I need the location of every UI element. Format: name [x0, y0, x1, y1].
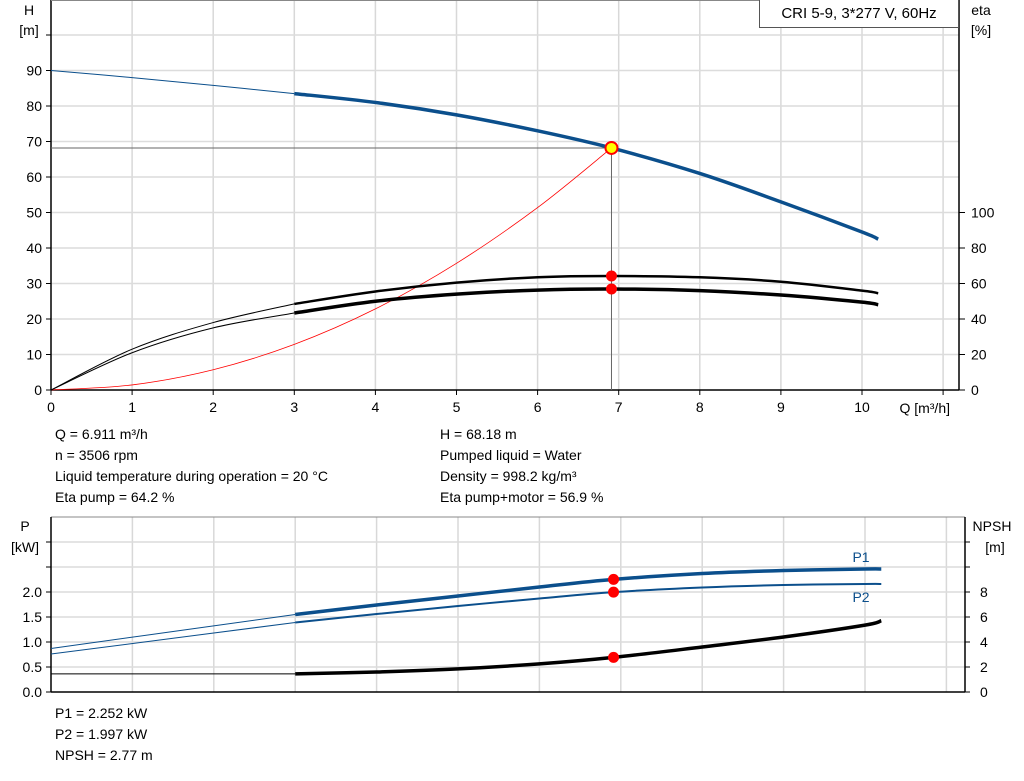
y-tick-label: 70: [26, 134, 42, 150]
y-right-tick-label: 0: [971, 382, 979, 398]
y-axis-title: P: [20, 518, 29, 534]
x-tick-label: 1: [128, 399, 136, 415]
info-eta-pump: Eta pump = 64.2 %: [55, 489, 175, 505]
info-npsh: NPSH = 2.77 m: [55, 747, 153, 763]
x-axis-title: Q [m³/h]: [899, 400, 950, 416]
p1-duty-point: [608, 573, 620, 585]
info-p2: P2 = 1.997 kW: [55, 726, 148, 742]
eta-pump-duty-point: [605, 270, 617, 282]
y-right-tick-label: 6: [980, 609, 988, 625]
y-tick-label: 20: [26, 311, 42, 327]
y-tick-label: 40: [26, 240, 42, 256]
y-tick-label: 30: [26, 276, 42, 292]
info-eta-pump-motor: Eta pump+motor = 56.9 %: [440, 489, 604, 505]
system-curve: [50, 147, 612, 391]
y-axis-unit: [m]: [19, 22, 38, 38]
y-right-axis-unit: [%]: [971, 22, 991, 38]
y-tick-label: 1.5: [23, 609, 43, 625]
npsh-duty-point: [608, 651, 620, 663]
info-head: H = 68.18 m: [440, 426, 517, 442]
p1-curve-extrapolated: [50, 614, 296, 649]
x-tick-label: 5: [453, 399, 461, 415]
y-tick-label: 0.5: [23, 659, 43, 675]
y-right-tick-label: 60: [971, 276, 987, 292]
info-flow: Q = 6.911 m³/h: [55, 426, 148, 442]
y-right-axis-unit: [m]: [985, 539, 1004, 555]
y-tick-label: 2.0: [23, 584, 43, 600]
x-tick-label: 10: [854, 399, 870, 415]
p2-legend-label: P2: [852, 589, 869, 605]
y-tick-label: 1.0: [23, 634, 43, 650]
y-tick-label: 60: [26, 169, 42, 185]
x-tick-label: 0: [47, 399, 55, 415]
x-tick-label: 8: [696, 399, 704, 415]
eta-pump-motor-curve: [294, 287, 879, 315]
head-curve: [294, 91, 879, 241]
y-tick-label: 0: [34, 382, 42, 398]
y-right-tick-label: 8: [980, 584, 988, 600]
y-right-tick-label: 0: [980, 684, 988, 700]
info-density: Density = 998.2 kg/m³: [440, 468, 577, 484]
head-duty-point: [604, 140, 619, 155]
info-pumped-liquid: Pumped liquid = Water: [440, 447, 582, 463]
y-tick-label: 90: [26, 63, 42, 79]
x-tick-label: 6: [534, 399, 542, 415]
p2-curve-extrapolated: [50, 622, 296, 655]
y-right-tick-label: 4: [980, 634, 988, 650]
eta-pump-curve-extrapolated: [50, 303, 295, 391]
pump-title-box: CRI 5-9, 3*277 V, 60Hz: [759, 0, 959, 28]
y-tick-label: 10: [26, 347, 42, 363]
eta-pump-motor-curve-extrapolated: [50, 312, 295, 391]
x-tick-label: 2: [209, 399, 217, 415]
info-speed: n = 3506 rpm: [55, 447, 138, 463]
y-right-tick-label: 20: [971, 347, 987, 363]
y-right-tick-label: 80: [971, 240, 987, 256]
head-curve-extrapolated: [50, 70, 295, 95]
y-tick-label: 50: [26, 205, 42, 221]
y-right-tick-label: 2: [980, 659, 988, 675]
y-right-axis-title: NPSH: [973, 518, 1012, 534]
npsh-curve: [295, 619, 882, 676]
x-tick-label: 9: [777, 399, 785, 415]
x-tick-label: 3: [290, 399, 298, 415]
y-tick-label: 0.0: [23, 684, 43, 700]
p2-duty-point: [608, 586, 620, 598]
y-right-tick-label: 100: [971, 205, 995, 221]
y-right-axis-title: eta: [971, 2, 991, 18]
y-axis-unit: [kW]: [11, 539, 39, 555]
p1-legend-label: P1: [852, 549, 869, 565]
y-tick-label: 80: [26, 98, 42, 114]
info-liquid-temperature: Liquid temperature during operation = 20…: [55, 468, 328, 484]
x-tick-label: 4: [372, 399, 380, 415]
y-axis-title: H: [24, 2, 34, 18]
y-right-tick-label: 40: [971, 311, 987, 327]
x-tick-label: 7: [615, 399, 623, 415]
info-p1: P1 = 2.252 kW: [55, 705, 148, 721]
eta-pump-motor-duty-point: [605, 283, 617, 295]
